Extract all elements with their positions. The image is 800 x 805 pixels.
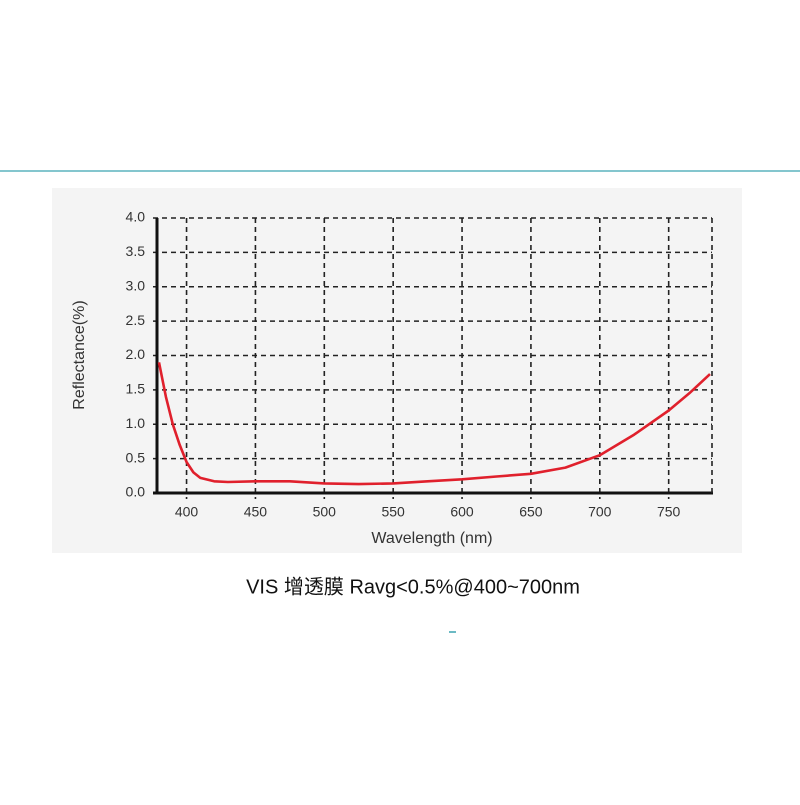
y-tick-label: 1.5 [126, 381, 146, 397]
y-axis-label: Reflectance(%) [71, 300, 88, 409]
x-tick-label: 400 [175, 504, 199, 520]
x-tick-label: 700 [588, 504, 612, 520]
y-tick-label: 3.5 [126, 243, 146, 259]
y-tick-label: 4.0 [126, 209, 146, 225]
y-tick-label: 2.0 [126, 346, 146, 362]
y-tick-label: 1.0 [126, 415, 146, 431]
x-axis-label: Wavelength (nm) [371, 530, 492, 547]
x-tick-label: 600 [450, 504, 474, 520]
y-tick-label: 2.5 [126, 312, 146, 328]
caption: VIS 增透膜 Ravg<0.5%@400~700nm [246, 575, 580, 598]
x-tick-label: 650 [519, 504, 543, 520]
y-tick-label: 0.0 [126, 484, 146, 500]
x-tick-label: 550 [381, 504, 405, 520]
y-tick-label: 0.5 [126, 449, 146, 465]
data-line [157, 362, 711, 486]
x-tick-label: 450 [244, 504, 268, 520]
x-tick-label: 500 [313, 504, 337, 520]
x-tick-label: 750 [657, 504, 681, 520]
y-tick-label: 3.0 [126, 277, 146, 293]
